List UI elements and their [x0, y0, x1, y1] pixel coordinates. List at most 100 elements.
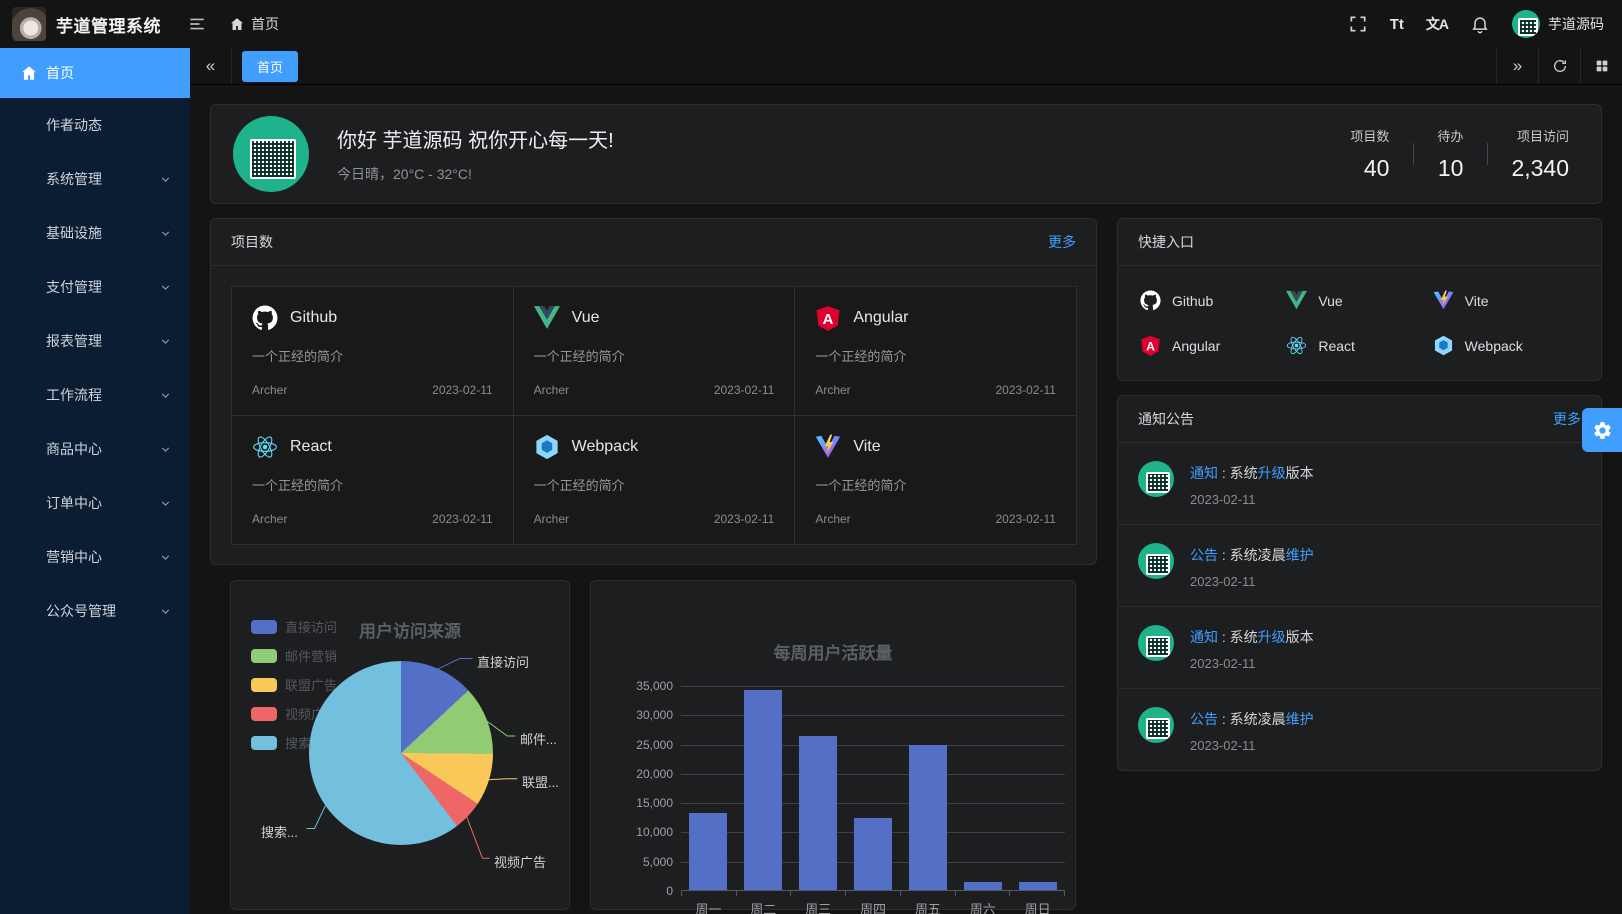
sidebar-item-系统管理[interactable]: 系统管理 — [0, 152, 190, 206]
chevron-down-icon — [161, 608, 170, 614]
project-card-React[interactable]: React 一个正经的简介 Archer 2023-02-11 — [231, 415, 514, 545]
project-card-Github[interactable]: Github 一个正经的简介 Archer 2023-02-11 — [231, 286, 514, 416]
chevron-down-icon — [161, 284, 170, 290]
project-date: 2023-02-11 — [713, 512, 775, 526]
project-card-Vue[interactable]: Vue 一个正经的简介 Archer 2023-02-11 — [512, 286, 796, 416]
gridline — [681, 744, 1065, 746]
bar-周二 — [744, 689, 783, 890]
app-title: 芋道管理系统 — [56, 16, 161, 36]
project-author: Archer — [815, 512, 851, 526]
chevron-down-icon — [161, 446, 170, 452]
legend-label: 邮件营销 — [285, 649, 338, 664]
menu-collapse-icon[interactable] — [187, 14, 207, 34]
notice-avatar — [1138, 625, 1174, 661]
angular-icon: A — [816, 306, 840, 331]
shortcut-Vue[interactable]: Vue — [1286, 290, 1432, 311]
shortcut-React[interactable]: React — [1286, 335, 1432, 356]
project-date: 2023-02-11 — [995, 383, 1056, 397]
x-axis-label: 周日 — [1024, 902, 1051, 914]
bar-周四 — [854, 818, 892, 890]
bell-icon[interactable] — [1470, 14, 1490, 34]
shortcut-Vite[interactable]: Vite — [1433, 290, 1579, 311]
sidebar-item-label: 作者动态 — [46, 117, 102, 133]
github-icon — [1140, 290, 1161, 311]
notice-avatar — [1138, 543, 1174, 579]
home-icon — [22, 66, 36, 80]
notice-item[interactable]: 通知 : 系统升级版本 2023-02-11 — [1118, 443, 1601, 525]
notices-more-link[interactable]: 更多 — [1553, 411, 1581, 427]
tab-home[interactable]: 首页 — [242, 50, 299, 82]
stat-label: 待办 — [1437, 129, 1464, 144]
gridline — [681, 773, 1065, 775]
sidebar-item-订单中心[interactable]: 订单中心 — [0, 476, 190, 530]
legend-label: 直接访问 — [285, 620, 338, 635]
shortcut-Github[interactable]: Github — [1140, 290, 1286, 311]
project-card-Webpack[interactable]: Webpack 一个正经的简介 Archer 2023-02-11 — [512, 415, 796, 545]
settings-button[interactable] — [1582, 408, 1622, 452]
avatar — [1512, 10, 1540, 38]
sidebar-item-首页[interactable]: 首页 — [0, 48, 190, 98]
sidebar-item-label: 工作流程 — [46, 387, 102, 403]
project-card-Vite[interactable]: Vite 一个正经的简介 Archer 2023-02-11 — [794, 415, 1077, 545]
username: 芋道源码 — [1548, 16, 1604, 32]
sidebar-item-报表管理[interactable]: 报表管理 — [0, 314, 190, 368]
y-axis-tick-label: 35,000 — [636, 679, 673, 693]
notice-item[interactable]: 通知 : 系统升级版本 2023-02-11 — [1118, 607, 1601, 689]
stat-项目访问: 项目访问 2,340 — [1487, 126, 1573, 182]
sidebar-item-基础设施[interactable]: 基础设施 — [0, 206, 190, 260]
stat-value: 10 — [1437, 155, 1464, 181]
font-size-icon[interactable]: Tt — [1389, 15, 1404, 33]
legend-item-邮件营销[interactable]: 邮件营销 — [251, 646, 337, 665]
tab-actions-button[interactable] — [1580, 48, 1622, 84]
chevron-down-icon — [161, 338, 170, 344]
sidebar-item-商品中心[interactable]: 商品中心 — [0, 422, 190, 476]
user-menu[interactable]: 芋道源码 — [1512, 10, 1604, 38]
bar-周日 — [1018, 882, 1057, 890]
y-axis-tick-label: 25,000 — [636, 737, 673, 752]
y-axis-tick-label: 20,000 — [636, 766, 673, 781]
webpack-icon — [536, 434, 558, 460]
sidebar: 首页作者动态系统管理 基础设施 支付管理 报表管理工作流程商品中心 订单中心营销中心公众… — [0, 48, 190, 914]
refresh-button[interactable] — [1538, 48, 1580, 84]
sidebar-item-营销中心[interactable]: 营销中心 — [0, 530, 190, 584]
notice-text: 公告 : 系统凌晨维护 — [1190, 711, 1314, 727]
stat-value: 2,340 — [1511, 155, 1569, 181]
shortcut-Webpack[interactable]: Webpack — [1433, 335, 1579, 356]
y-axis-tick-label: 15,000 — [636, 796, 673, 811]
project-name: Angular — [853, 309, 909, 326]
breadcrumb[interactable]: 首页 — [229, 14, 279, 34]
tabs-scroll-left-button[interactable]: « — [190, 48, 232, 84]
webpack-icon — [1434, 335, 1452, 356]
legend-item-联盟广告[interactable]: 联盟广告 — [251, 675, 337, 694]
project-card-Angular[interactable]: A Angular 一个正经的简介 Archer 2023-02-11 — [794, 286, 1077, 416]
fullscreen-icon[interactable] — [1348, 14, 1368, 34]
project-desc: 一个正经的简介 — [252, 349, 344, 364]
legend-swatch — [251, 677, 277, 692]
tabs-scroll-right-button[interactable]: » — [1496, 48, 1538, 84]
language-icon[interactable]: 文A — [1425, 16, 1449, 32]
sidebar-item-支付管理[interactable]: 支付管理 — [0, 260, 190, 314]
pie-label: 联盟... — [522, 775, 559, 790]
refresh-icon — [1553, 60, 1566, 72]
projects-more-link[interactable]: 更多 — [1048, 234, 1076, 250]
x-axis-label: 周二 — [750, 902, 777, 914]
sidebar-item-label: 营销中心 — [46, 549, 102, 565]
angular-icon: A — [1141, 335, 1160, 356]
notice-text: 通知 : 系统升级版本 — [1190, 465, 1314, 481]
sidebar-item-工作流程[interactable]: 工作流程 — [0, 368, 190, 422]
legend-label: 联盟广告 — [285, 678, 338, 693]
notice-item[interactable]: 公告 : 系统凌晨维护 2023-02-11 — [1118, 525, 1601, 607]
stat-label: 项目访问 — [1516, 129, 1569, 144]
notice-item[interactable]: 公告 : 系统凌晨维护 2023-02-11 — [1118, 689, 1601, 770]
legend-swatch — [251, 735, 277, 750]
sidebar-item-公众号管理[interactable]: 公众号管理 — [0, 584, 190, 638]
project-name: Vite — [853, 438, 881, 455]
sidebar-item-作者动态[interactable]: 作者动态 — [0, 98, 190, 152]
shortcut-Angular[interactable]: A Angular — [1140, 335, 1286, 356]
shortcuts-panel: 快捷入口 Github Vue Vite A Angular React Webpack — [1117, 218, 1602, 381]
legend-swatch — [251, 706, 277, 721]
project-date: 2023-02-11 — [432, 383, 493, 397]
project-desc: 一个正经的简介 — [533, 478, 625, 493]
gridline — [681, 715, 1065, 717]
legend-item-直接访问[interactable]: 直接访问 — [251, 617, 337, 636]
